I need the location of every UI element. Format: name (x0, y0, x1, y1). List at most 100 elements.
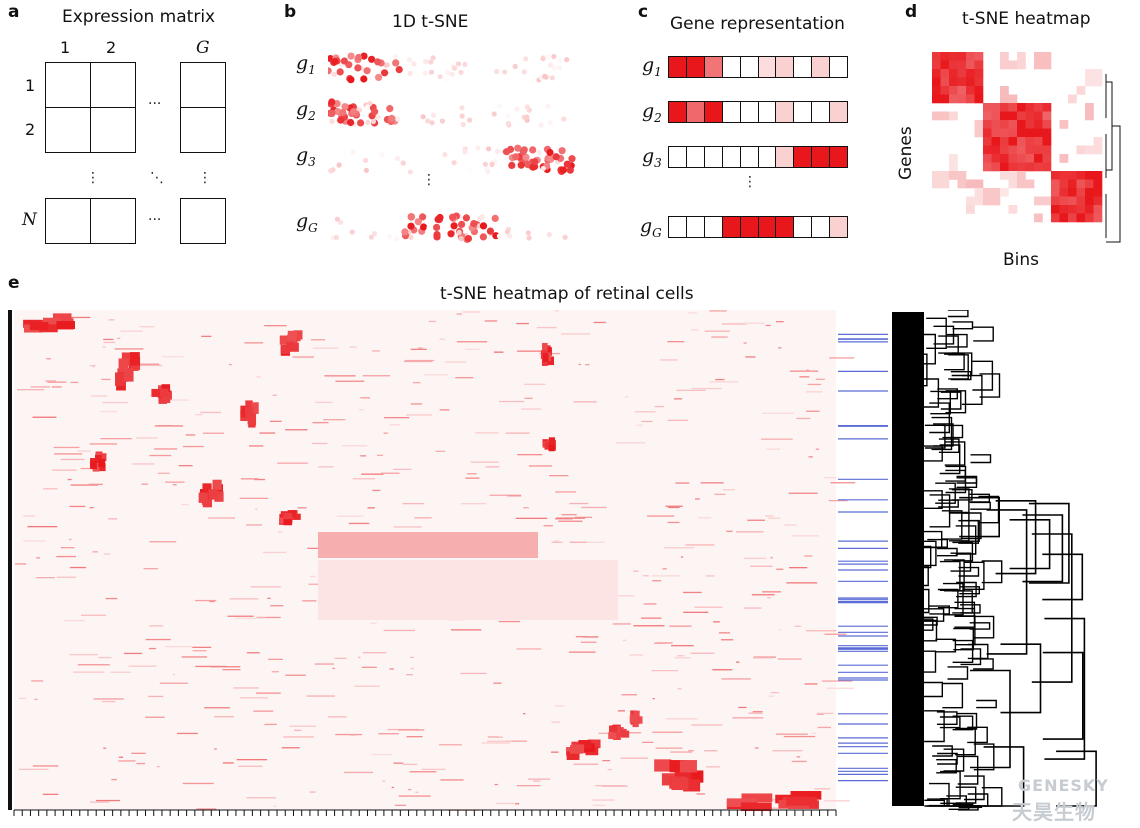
heatmap-cell (1085, 77, 1094, 87)
heatmap-streak (536, 326, 557, 329)
heatmap-streak (158, 425, 173, 427)
heatmap-streak (709, 310, 727, 312)
heatmap-streak (439, 409, 450, 411)
dendro-branch (923, 608, 945, 622)
heatmap-streak (799, 376, 810, 378)
strip-bin (776, 57, 795, 77)
heatmap-streak (521, 408, 542, 410)
scatter-point (347, 76, 355, 84)
heatmap-streak (349, 346, 357, 348)
heatmap-streak (573, 763, 599, 765)
heatmap-cluster (630, 710, 637, 718)
heatmap-streak (124, 652, 142, 655)
heatmap-cell (1085, 213, 1094, 223)
heatmap-streak (668, 506, 680, 509)
heatmap-cell (957, 69, 967, 78)
heatmap-cluster (786, 797, 818, 806)
heatmap-streak (666, 718, 698, 720)
scatter-point (406, 57, 412, 63)
heatmap-streak (655, 747, 683, 749)
heatmap-streak (156, 766, 160, 768)
strip-bin (686, 102, 705, 122)
heatmap-streak (335, 380, 365, 382)
heatmap-streak (69, 505, 86, 508)
dendro-branch (939, 444, 961, 475)
scatter-point (430, 55, 436, 61)
heatmap-cell (983, 162, 992, 172)
dendro-branch (947, 666, 969, 680)
heatmap-cluster (542, 353, 549, 362)
heatmap-streak (718, 632, 730, 634)
heatmap-cell (1085, 188, 1094, 197)
heatmap-streak (484, 320, 498, 322)
scatter-point (420, 223, 428, 231)
scatter-point (517, 161, 525, 169)
heatmap-cell (1076, 171, 1086, 180)
heatmap-cluster (56, 321, 75, 330)
heatmap-streak (148, 695, 164, 698)
scatter-point (557, 65, 563, 71)
heatmap-streak (103, 341, 116, 344)
strip-bin (722, 217, 741, 237)
heatmap-streak (806, 391, 823, 393)
heatmap-cell (1017, 103, 1026, 112)
heatmap-cluster (608, 732, 617, 740)
row-label-N: N (22, 210, 37, 230)
heatmap-cell (1017, 52, 1026, 61)
heatmap-streak (246, 524, 262, 526)
heatmap-streak (358, 656, 361, 659)
heatmap-cell (1076, 188, 1086, 197)
heatmap-streak (23, 515, 36, 517)
heatmap-streak (804, 683, 818, 685)
heatmap-streak (285, 429, 308, 431)
dendro-branch (935, 638, 957, 653)
heatmap-streak (367, 507, 375, 509)
heatmap-streak (439, 744, 462, 746)
heatmap-cell (932, 111, 941, 121)
heatmap-streak (568, 651, 596, 653)
heatmap-streak (412, 382, 421, 384)
heatmap-streak (46, 358, 51, 360)
heatmap-streak (278, 531, 283, 533)
scatter-point (467, 168, 473, 174)
heatmap-streak (696, 793, 705, 795)
heatmap-streak (165, 481, 185, 483)
heatmap-streak (762, 591, 781, 593)
heatmap-streak (558, 520, 583, 522)
heatmap-streak (229, 598, 259, 600)
panel-d-title: t-SNE heatmap (962, 9, 1091, 29)
heatmap-streak (182, 445, 204, 448)
heatmap-cell (974, 94, 984, 104)
heatmap-cell (1051, 205, 1060, 214)
gene-label-c2: g2 (642, 100, 662, 125)
heatmap-streak (68, 538, 72, 541)
heatmap-streak (687, 312, 697, 314)
scatter-point (458, 220, 466, 228)
scatter-point (462, 61, 468, 67)
heatmap-cell (1034, 52, 1043, 61)
heatmap-cell (1000, 60, 1009, 70)
scatter-point (436, 213, 444, 222)
heatmap-streak (70, 381, 79, 384)
heatmap-streak (712, 669, 733, 671)
heatmap-cluster (202, 483, 212, 494)
heatmap-streak (683, 611, 709, 613)
matrix-cell (45, 62, 91, 108)
heatmap-streak (98, 656, 112, 659)
heatmap-streak (15, 563, 27, 565)
strip-bin (812, 57, 831, 77)
dendro-branch (952, 541, 974, 562)
heatmap-streak (428, 320, 437, 323)
heatmap-streak (761, 438, 793, 440)
ellipsis-v: ⋮ (198, 170, 212, 186)
heatmap-cell (1093, 213, 1103, 223)
heatmap-streak (680, 556, 684, 558)
heatmap-cell (940, 86, 950, 95)
gene-label-cG: gG (640, 215, 662, 240)
dendro-branch (960, 604, 981, 614)
heatmap-streak (312, 347, 339, 349)
heatmap-cell (957, 179, 967, 189)
heatmap-streak (815, 448, 819, 450)
heatmap-streak (256, 616, 281, 619)
heatmap-cell (940, 60, 950, 70)
